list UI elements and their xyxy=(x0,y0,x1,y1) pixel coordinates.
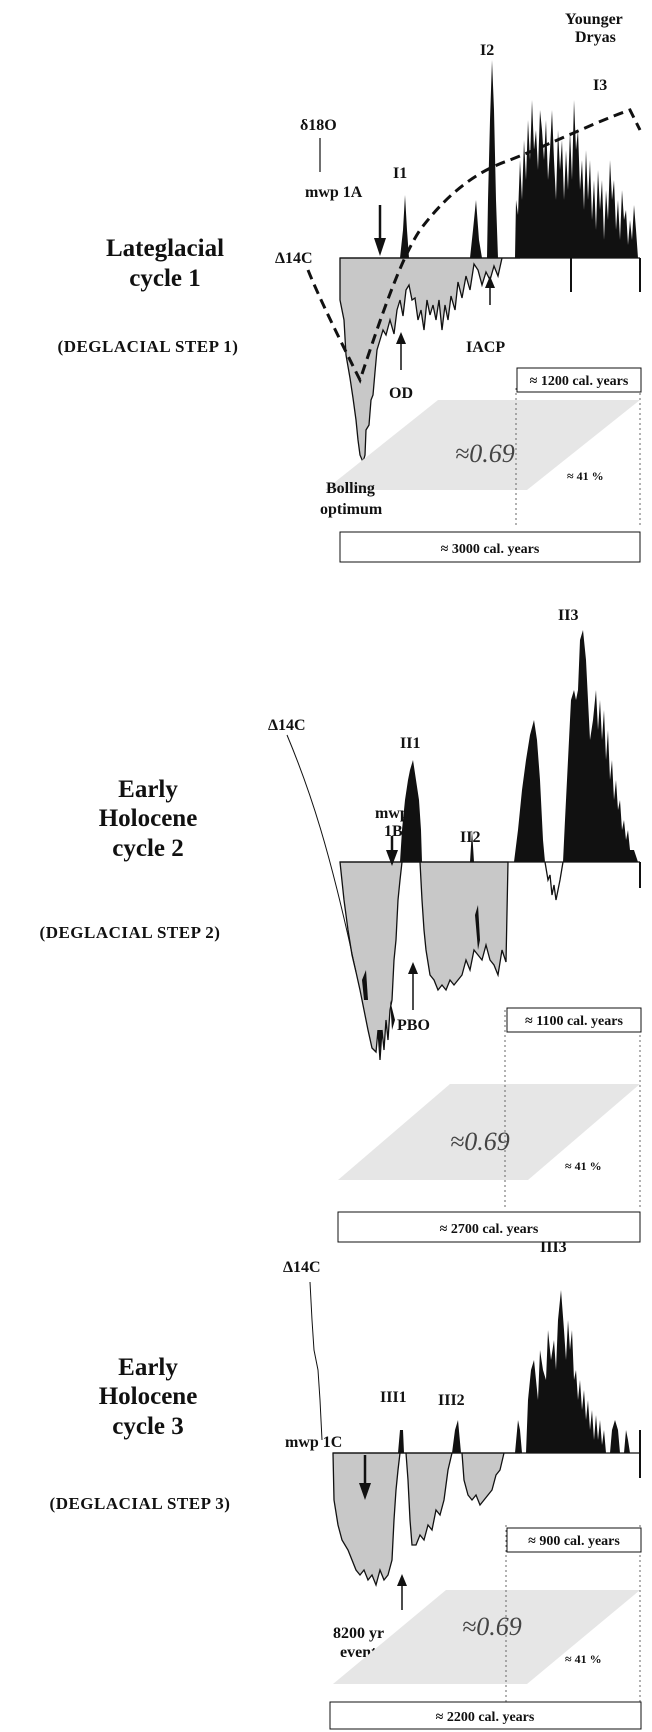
cycle-3: Early Holocene cycle 3 (DEGLACIAL STEP 3… xyxy=(50,1239,642,1730)
cycle-3-title-line-3: cycle 3 xyxy=(112,1413,183,1440)
cycle-1-younger-line-1: Younger xyxy=(565,11,623,28)
cycle-2-title-line-3: cycle 2 xyxy=(112,835,183,862)
cycle-1-d18o-label: δ18O xyxy=(300,117,337,134)
cycle-1-ratio: ≈0.69 xyxy=(455,439,515,468)
cycle-3-ratio: ≈0.69 xyxy=(462,1612,522,1641)
cycle-3-event-line-1: 8200 yr xyxy=(333,1625,384,1642)
cycle-3-mwp-label: mwp 1C xyxy=(285,1434,342,1451)
cycle-1-title-line-1: Lateglacial xyxy=(106,235,224,262)
cycle-1: Lateglacial cycle 1 (DEGLACIAL STEP 1) δ… xyxy=(58,11,642,563)
cycle-2-black-area xyxy=(400,630,638,862)
cycle-1-mwp-label: mwp 1A xyxy=(305,184,363,201)
cycle-2-step-label: (DEGLACIAL STEP 2) xyxy=(40,923,221,942)
cycle-3-percent: ≈ 41 % xyxy=(565,1652,602,1666)
cycle-1-peak-3: I3 xyxy=(593,77,607,94)
cycle-2-percent: ≈ 41 % xyxy=(565,1159,602,1173)
cycle-2-peak-1: II1 xyxy=(400,735,420,752)
cycle-2-d14c-label: Δ14C xyxy=(268,717,306,734)
cycle-3-box-big: ≈ 2200 cal. years xyxy=(436,1710,535,1725)
cycle-2-ratio-parallelogram xyxy=(338,1084,640,1180)
cycle-3-title-line-1: Early xyxy=(118,1354,178,1381)
cycle-1-optimum-line-2: optimum xyxy=(320,501,383,518)
cycle-3-peak-3: III3 xyxy=(540,1239,567,1256)
cycle-1-od-label: OD xyxy=(389,385,413,402)
cycle-2-title-line-1: Early xyxy=(118,776,178,803)
cycle-3-peak-1: III1 xyxy=(380,1389,407,1406)
cycle-2-mwp-line-1: mwp xyxy=(375,805,409,822)
cycle-1-step-label: (DEGLACIAL STEP 1) xyxy=(58,337,239,356)
cycle-3-black-area xyxy=(398,1290,630,1453)
cycle-1-peak-1: I1 xyxy=(393,165,407,182)
cycle-1-younger-line-2: Dryas xyxy=(575,29,616,46)
cycle-1-iacp-label: IACP xyxy=(466,339,505,356)
cycle-2: Early Holocene cycle 2 (DEGLACIAL STEP 2… xyxy=(40,607,642,1243)
cycle-1-black-area xyxy=(400,60,638,258)
cycle-2-mwp-line-2: 1B xyxy=(384,823,403,840)
cycle-1-percent: ≈ 41 % xyxy=(567,469,604,483)
cycle-1-ratio-parallelogram xyxy=(325,400,640,490)
cycle-3-d14c-label: Δ14C xyxy=(283,1259,321,1276)
cycle-1-d14c-label: Δ14C xyxy=(275,250,313,267)
cycle-1-box-small: ≈ 1200 cal. years xyxy=(530,374,629,389)
cycle-3-title-line-2: Holocene xyxy=(99,1383,198,1410)
cycle-2-peak-2: II2 xyxy=(460,829,480,846)
cycle-3-box-small: ≈ 900 cal. years xyxy=(528,1534,620,1549)
cycle-2-box-big: ≈ 2700 cal. years xyxy=(440,1222,539,1237)
cycle-1-optimum-line-1: Bolling xyxy=(326,480,375,497)
cycle-1-d14c-dashed-curve xyxy=(306,108,642,384)
cycle-3-step-label: (DEGLACIAL STEP 3) xyxy=(50,1494,231,1513)
cycle-3-peak-2: III2 xyxy=(438,1392,465,1409)
cycle-1-peak-2: I2 xyxy=(480,42,494,59)
cycle-1-box-big: ≈ 3000 cal. years xyxy=(441,542,540,557)
cycle-2-box-small: ≈ 1100 cal. years xyxy=(525,1014,623,1029)
cycle-3-ratio-parallelogram xyxy=(333,1590,640,1684)
cycle-2-pbo-label: PBO xyxy=(397,1017,430,1034)
cycle-2-title-line-2: Holocene xyxy=(99,805,198,832)
cycle-1-title-line-2: cycle 1 xyxy=(129,265,200,292)
cycle-2-peak-3: II3 xyxy=(558,607,578,624)
cycle-3-grey-area xyxy=(332,1452,520,1588)
cycle-2-grey-area xyxy=(339,861,509,1061)
cycle-2-ratio: ≈0.69 xyxy=(450,1127,510,1156)
